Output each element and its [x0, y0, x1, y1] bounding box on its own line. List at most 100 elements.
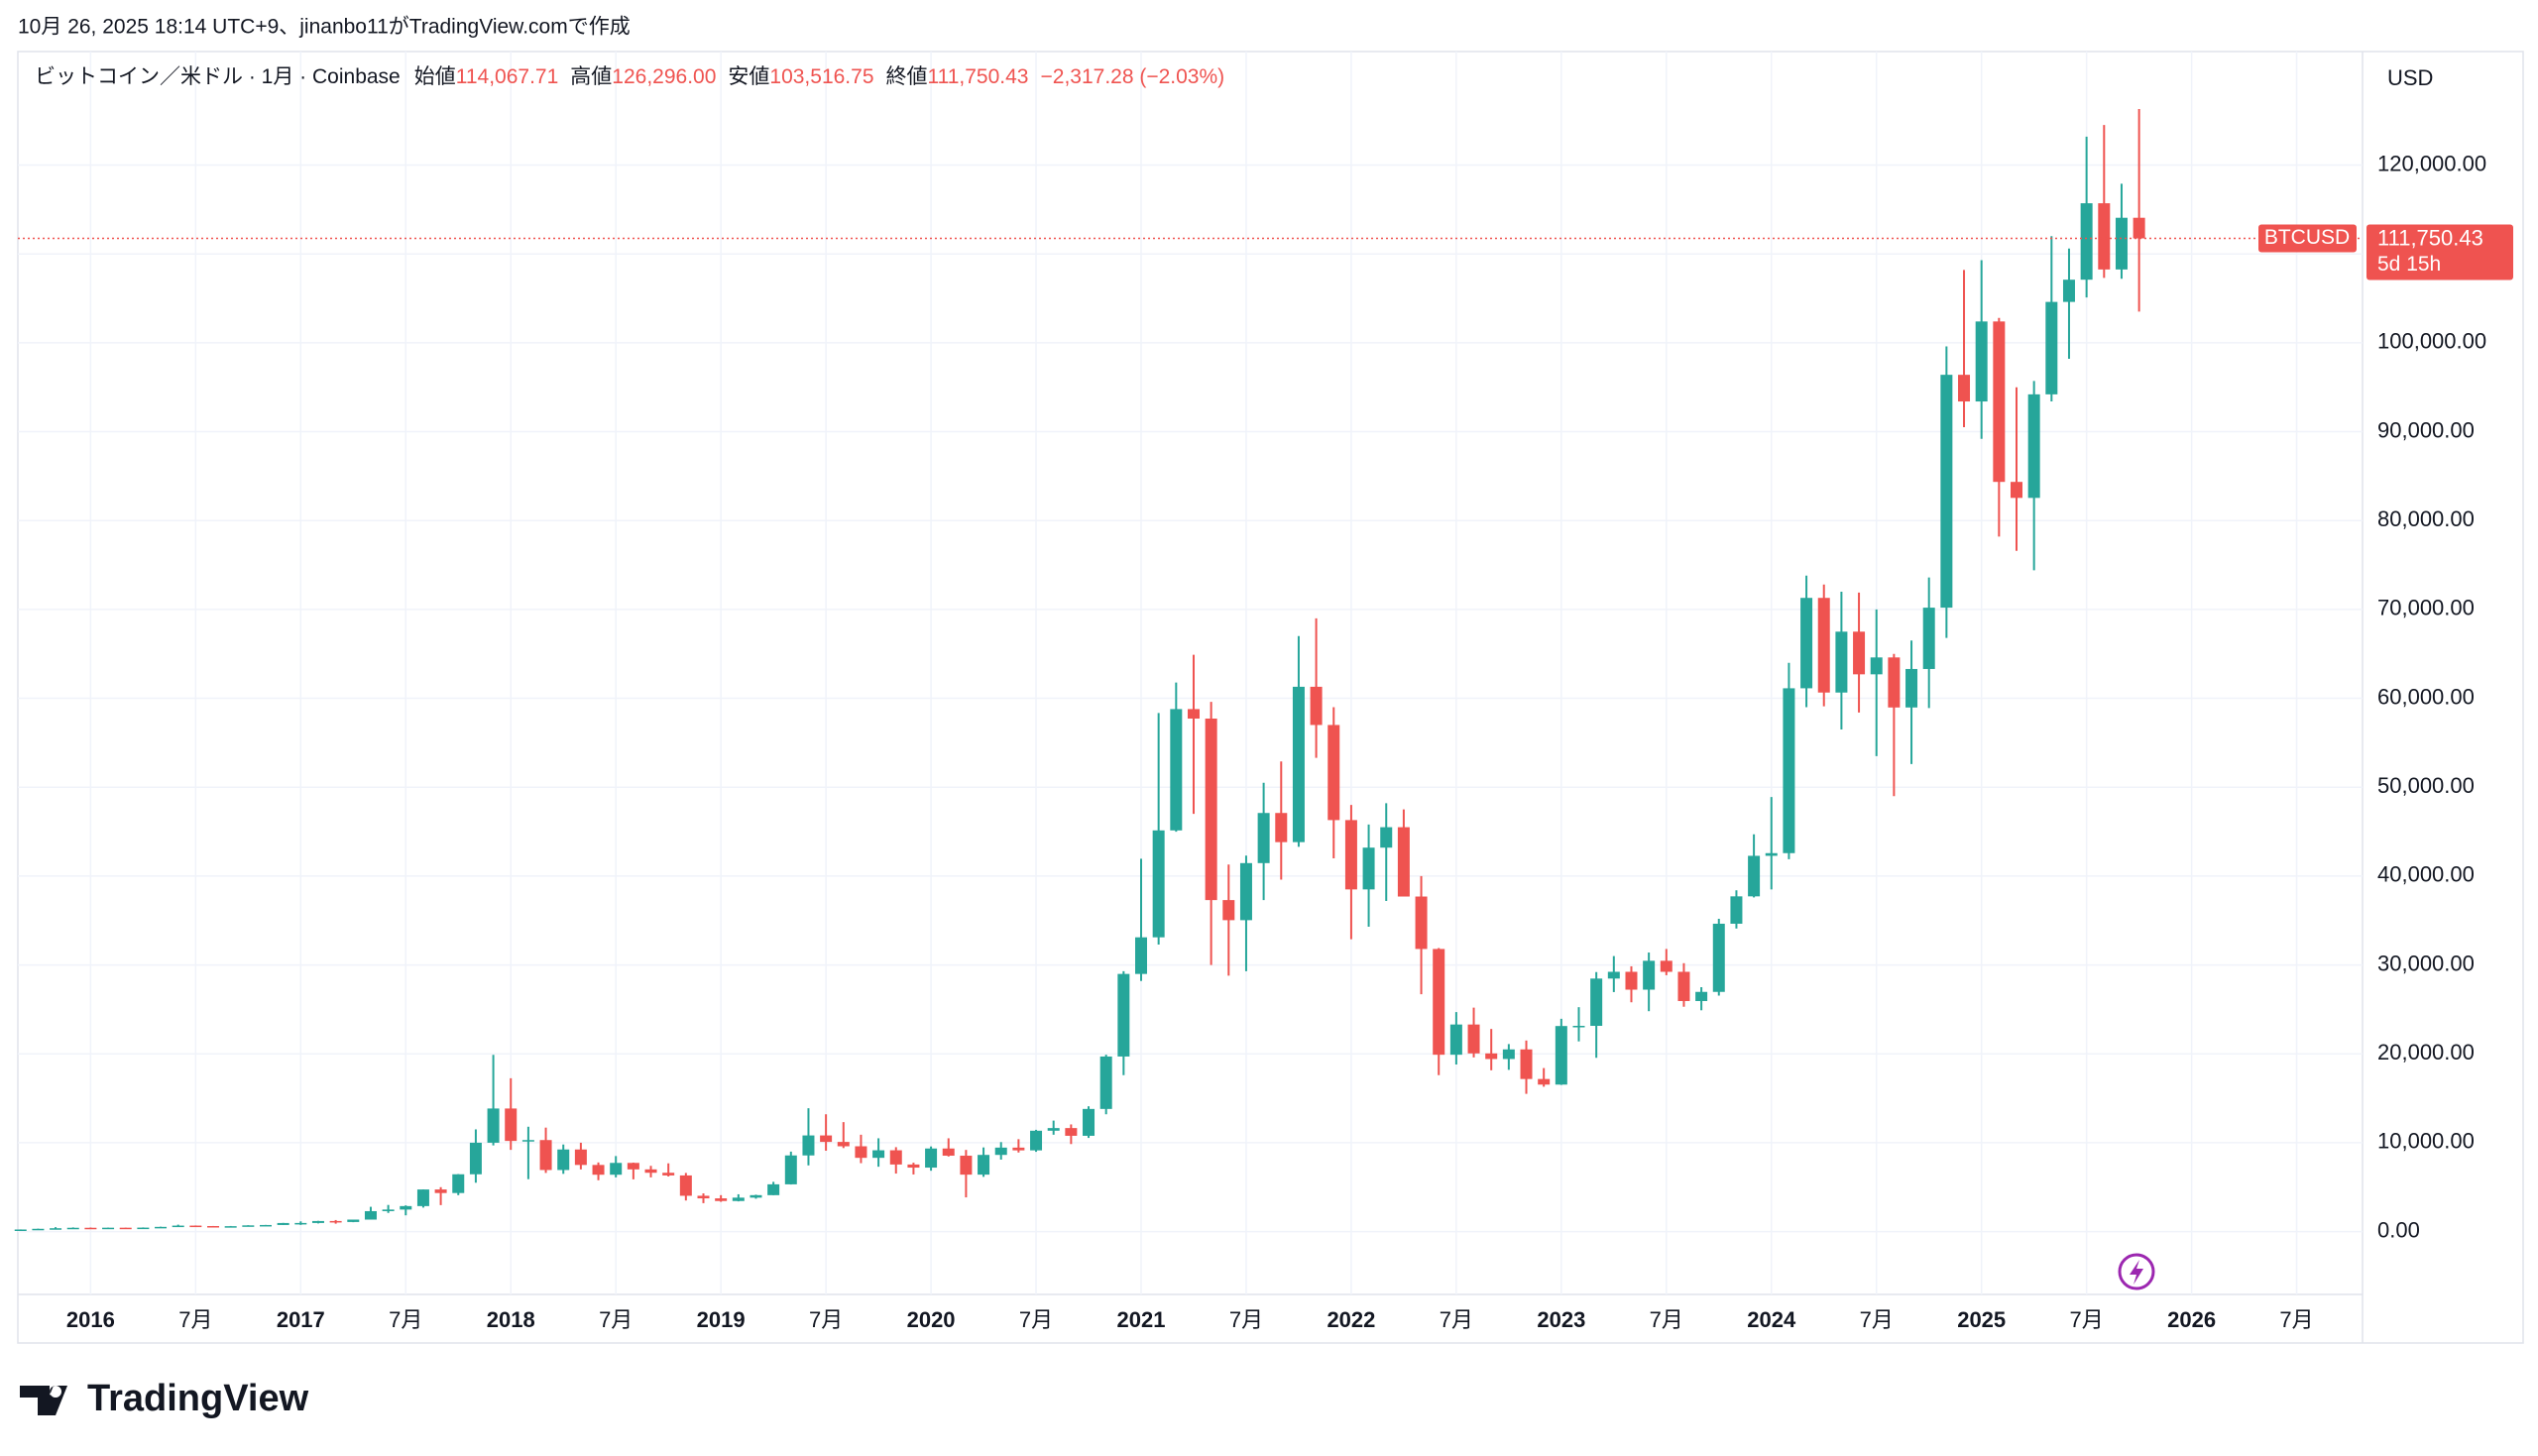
candle-body	[14, 1229, 27, 1231]
candle-body	[1135, 937, 1147, 974]
candle-body	[207, 1226, 220, 1228]
candle-body	[2062, 280, 2075, 302]
alert-icon[interactable]	[2118, 1253, 2155, 1290]
candle-body	[574, 1149, 587, 1166]
candle-body	[784, 1155, 797, 1184]
y-tick-label: 100,000.00	[2377, 329, 2486, 354]
logo: TradingView	[20, 1378, 309, 1419]
x-tick-label: 7月	[1860, 1307, 1894, 1332]
y-tick-label: 90,000.00	[2377, 417, 2475, 442]
x-tick-label: 7月	[599, 1307, 633, 1332]
candle-body	[1152, 830, 1165, 938]
candle-body	[1677, 971, 1690, 1001]
candle-body	[820, 1135, 833, 1143]
x-tick-label: 2026	[2167, 1307, 2216, 1332]
y-tick-label: 70,000.00	[2377, 596, 2475, 620]
chart-frame	[17, 51, 2524, 1344]
candle-body	[102, 1227, 115, 1230]
candle-body	[50, 1228, 62, 1230]
candle-body	[1292, 686, 1305, 842]
candle-body	[1275, 813, 1288, 842]
candle-body	[644, 1169, 657, 1174]
candle-body	[1222, 900, 1235, 921]
candle-body	[1433, 949, 1445, 1056]
candle-body	[1397, 827, 1410, 897]
x-tick-label: 7月	[1229, 1307, 1263, 1332]
candle-body	[1380, 827, 1393, 848]
x-tick-label: 7月	[2070, 1307, 2104, 1332]
change: −2,317.28 (−2.03%)	[1041, 65, 1225, 88]
candle-body	[837, 1142, 850, 1147]
candle-body	[1958, 375, 1971, 402]
candle-body	[889, 1150, 902, 1165]
candle-body	[400, 1205, 412, 1210]
candle-body	[505, 1108, 518, 1142]
candle-body	[1344, 820, 1357, 890]
candle-body	[329, 1220, 342, 1223]
candle-body	[557, 1149, 570, 1171]
x-tick-label: 7月	[809, 1307, 843, 1332]
candle-body	[994, 1147, 1007, 1156]
candle-body	[1993, 321, 2006, 483]
candle-body	[1888, 657, 1901, 708]
candle-body	[1870, 657, 1883, 675]
labels: 0.00 10,000.00 20,000.00 30,000.00 40,000.00…	[66, 151, 2513, 1332]
symbol-tag-text: BTCUSD	[2264, 226, 2350, 249]
x-tick-label: 2020	[907, 1307, 956, 1332]
open-label: 始値	[414, 65, 456, 88]
candle-body	[2098, 203, 2111, 270]
candle-body	[32, 1228, 45, 1231]
candle-body	[1643, 960, 1656, 990]
candle-body	[242, 1225, 255, 1227]
candle-body	[1467, 1024, 1480, 1054]
candle-body	[679, 1175, 692, 1196]
candle-body	[1170, 709, 1183, 831]
currency-box[interactable]	[2371, 56, 2518, 103]
candle-body	[487, 1108, 500, 1143]
close-label: 終値	[886, 65, 928, 88]
candle-body	[697, 1195, 710, 1199]
candle-body	[2011, 482, 2022, 499]
logo-text: TradingView	[87, 1378, 309, 1419]
candle-body	[2133, 217, 2145, 239]
legend: ビットコイン／米ドル · 1月 · Coinbase 始値114,067.71 高値…	[35, 65, 1224, 88]
candle-body	[2080, 203, 2093, 280]
candle-body	[521, 1140, 534, 1142]
x-tick-label: 2017	[277, 1307, 325, 1332]
candle-body	[260, 1224, 272, 1227]
candle-body	[907, 1164, 920, 1169]
candle-body	[277, 1222, 289, 1225]
candle-body	[1083, 1108, 1096, 1136]
open-value: 114,067.71	[456, 65, 559, 88]
candle-body	[960, 1156, 973, 1176]
candle-body	[1572, 1026, 1585, 1028]
x-tick-label: 7月	[178, 1307, 212, 1332]
symbol-tag	[2258, 224, 2357, 253]
candle-body	[1012, 1147, 1025, 1151]
candle-body	[1940, 375, 1953, 609]
candle-body	[750, 1194, 762, 1198]
x-tick-label: 2025	[1957, 1307, 2006, 1332]
close-value: 111,750.43	[928, 65, 1029, 88]
candle-body	[66, 1227, 79, 1230]
candle-body	[1449, 1024, 1462, 1056]
candle-body	[1520, 1049, 1533, 1079]
candle-body	[855, 1146, 867, 1159]
candle-body	[767, 1183, 780, 1195]
alert-circle	[2118, 1253, 2155, 1290]
candle-body	[662, 1173, 675, 1176]
candle-body	[1415, 896, 1428, 950]
x-tick-label: 7月	[1650, 1307, 1683, 1332]
candle-body	[942, 1148, 955, 1157]
x-tick-label: 2022	[1327, 1307, 1375, 1332]
candle-body	[155, 1226, 168, 1229]
symbol: ビットコイン／米ドル · 1月 · Coinbase	[35, 65, 401, 88]
candle-body	[84, 1227, 97, 1230]
candle-body	[189, 1225, 202, 1228]
candle-body	[294, 1222, 307, 1225]
candle-body	[1502, 1049, 1515, 1060]
candle-body	[364, 1210, 377, 1220]
candle-body	[592, 1165, 605, 1176]
